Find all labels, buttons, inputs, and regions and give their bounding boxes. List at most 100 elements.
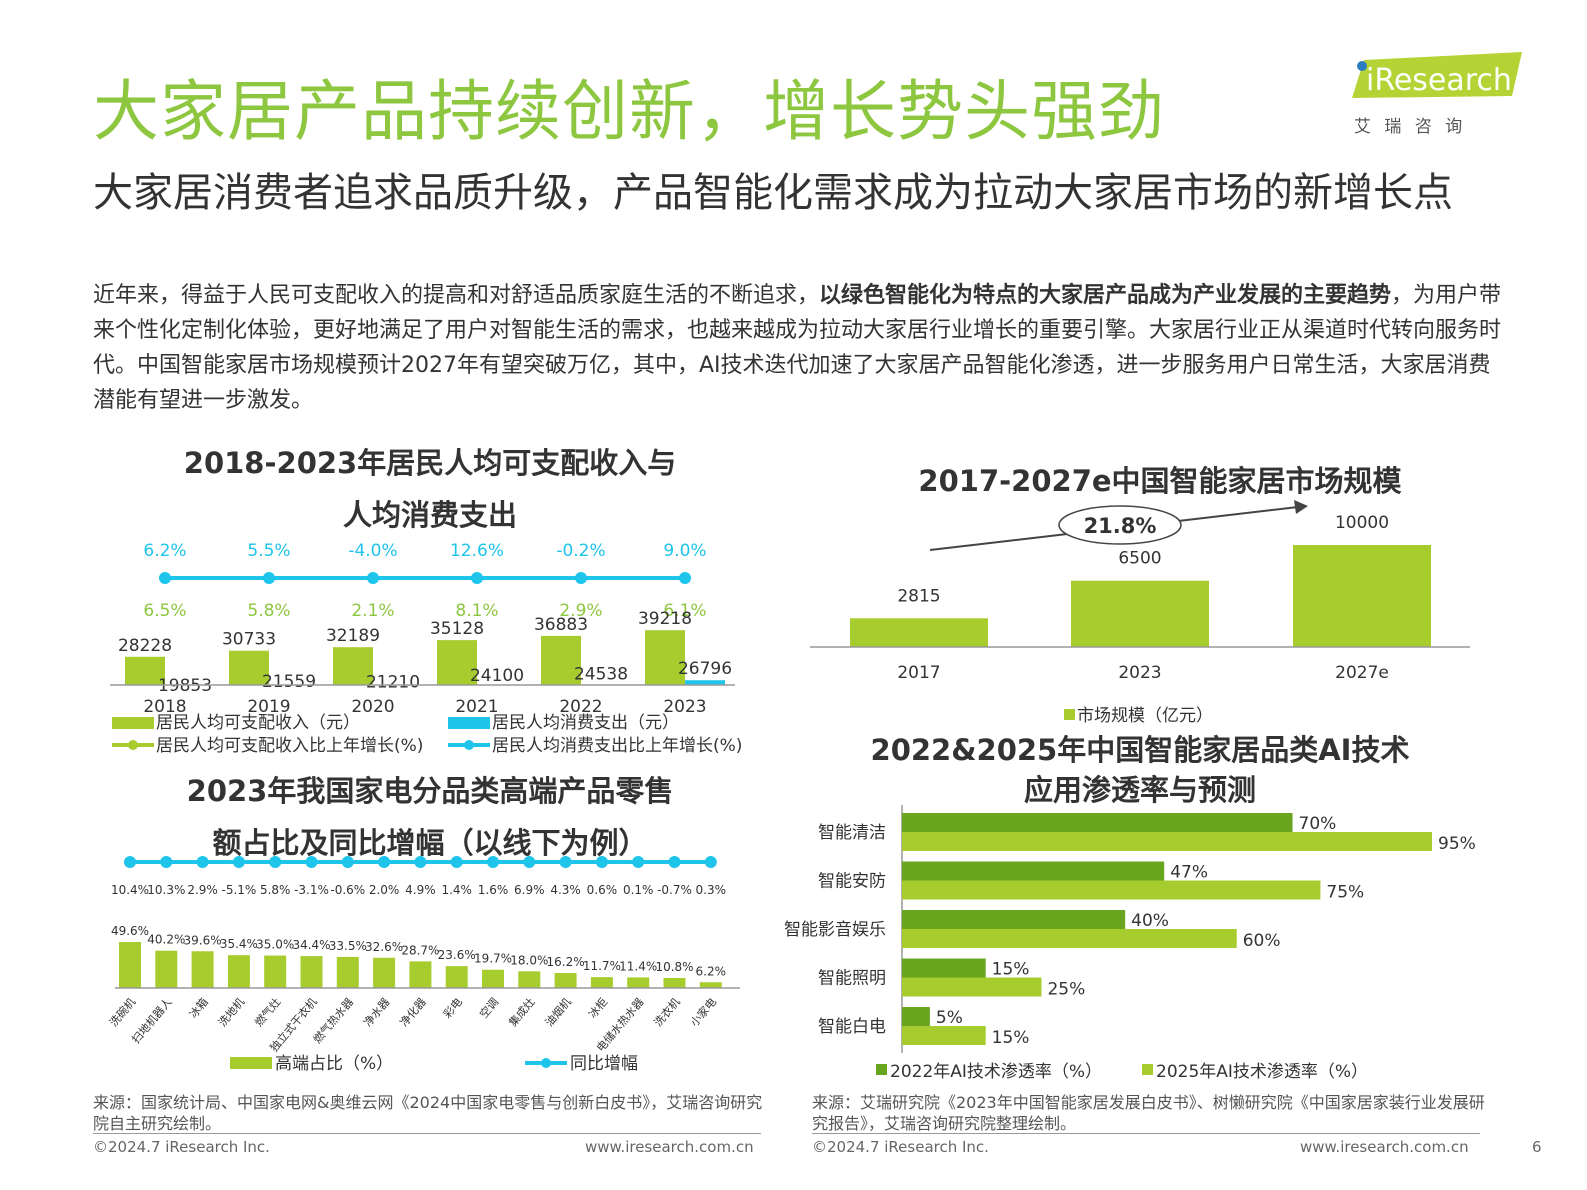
growth-point xyxy=(704,856,717,868)
income-bar xyxy=(125,656,165,685)
ai-2025-bar xyxy=(902,880,1321,900)
growth-point xyxy=(305,856,318,868)
growth-label: 6.9% xyxy=(514,883,545,897)
share-bar xyxy=(119,942,141,988)
growth-label: 5.8% xyxy=(260,883,291,897)
ai-category-tick: 智能影音娱乐 xyxy=(784,920,886,940)
growth-point xyxy=(160,856,173,868)
growth-label: -3.1% xyxy=(294,883,329,897)
market-value-label: 6500 xyxy=(1118,549,1161,569)
legend-2025-label: 2025年AI技术渗透率（%） xyxy=(1156,1062,1368,1082)
ai-2022-bar xyxy=(902,861,1165,881)
income-value-label: 30733 xyxy=(222,630,276,650)
share-label: 40.2% xyxy=(147,933,185,947)
legend-market-swatch xyxy=(1064,709,1075,720)
income-growth-label: 2.1% xyxy=(351,601,394,621)
income-growth-label: 6.1% xyxy=(663,601,706,621)
share-bar xyxy=(191,951,214,988)
ai-2025-bar xyxy=(902,977,1042,997)
income-x-tick: 2018 xyxy=(143,697,186,717)
share-label: 23.6% xyxy=(438,948,476,962)
growth-label: 10.3% xyxy=(147,883,185,897)
income-growth-label: 5.8% xyxy=(247,601,290,621)
income-bar xyxy=(229,650,269,685)
share-bar xyxy=(445,966,468,988)
legend-growth-dot xyxy=(541,1058,551,1068)
ai-2025-label: 15% xyxy=(992,1028,1030,1048)
income-bar xyxy=(437,640,477,685)
category-tick: 洗地机 xyxy=(215,995,247,1029)
income-value-label: 36883 xyxy=(534,615,588,635)
share-label: 35.0% xyxy=(256,938,294,952)
ai-2022-bar xyxy=(902,813,1293,832)
growth-point xyxy=(341,856,354,868)
consumption-value-label: 24538 xyxy=(574,665,628,685)
income-x-tick: 2020 xyxy=(351,697,394,717)
ai-chart-title: 2022&2025年中国智能家居品类AI技术 应用渗透率与预测 xyxy=(835,730,1445,810)
share-bar xyxy=(554,972,577,988)
category-tick: 集成灶 xyxy=(506,995,538,1029)
category-tick: 小家电 xyxy=(687,995,719,1029)
share-label: 18.0% xyxy=(510,953,548,967)
ai-2025-bar xyxy=(902,1026,986,1045)
share-bar xyxy=(518,971,541,988)
copyright-left: ©2024.7 iResearch Inc. xyxy=(93,1138,270,1156)
income-value-label: 39218 xyxy=(638,609,692,629)
share-label: 10.8% xyxy=(655,960,693,974)
ai-2022-label: 47% xyxy=(1170,863,1208,883)
market-bar xyxy=(1071,580,1209,647)
ai-2025-bar xyxy=(902,832,1432,851)
income-bar xyxy=(333,647,373,685)
share-bar xyxy=(300,956,323,988)
legend-income-growth-label: 居民人均可支配收入比上年增长(%) xyxy=(156,736,423,756)
category-tick: 彩电 xyxy=(441,996,465,1021)
ai-2022-label: 70% xyxy=(1299,814,1337,834)
share-bar xyxy=(409,961,432,988)
category-tick: 净水器 xyxy=(360,995,392,1029)
share-bar xyxy=(627,977,650,988)
growth-point xyxy=(414,856,427,868)
growth-point xyxy=(450,856,463,868)
income-value-label: 35128 xyxy=(430,619,484,639)
ai-category-tick: 智能安防 xyxy=(818,872,886,892)
share-bar xyxy=(663,977,686,988)
legend-2022-label: 2022年AI技术渗透率（%） xyxy=(890,1062,1102,1082)
income-value-label: 28228 xyxy=(118,636,172,656)
page-number: 6 xyxy=(1532,1138,1542,1156)
ai-2022-bar xyxy=(902,1007,930,1026)
income-growth-label: 2.9% xyxy=(559,601,602,621)
market-value-label: 10000 xyxy=(1335,513,1389,533)
market-x-tick: 2023 xyxy=(1118,663,1161,683)
cagr-ellipse xyxy=(1058,505,1182,545)
income-x-tick: 2021 xyxy=(455,697,498,717)
appliance-chart-title: 2023年我国家电分品类高端产品零售 额占比及同比增幅（以线下为例） xyxy=(110,765,750,869)
market-bar xyxy=(850,618,988,647)
income-growth-label: 8.1% xyxy=(455,601,498,621)
consumption-value-label: 24100 xyxy=(470,666,524,686)
legend-consumption-growth-dot xyxy=(464,740,474,750)
logo-subtext: 艾 瑞 咨 询 xyxy=(1354,117,1466,137)
category-tick: 燃气灶 xyxy=(252,995,284,1029)
left-source-note: 来源：国家统计局、中国家电网&奥维云网《2024中国家电零售与创新白皮书》，艾瑞… xyxy=(93,1093,763,1133)
share-bar xyxy=(336,956,359,988)
growth-label: -0.7% xyxy=(657,883,692,897)
share-bar xyxy=(590,977,613,988)
legend-share-label: 高端占比（%） xyxy=(275,1054,393,1074)
iresearch-logo: iResearch 艾 瑞 咨 询 xyxy=(1352,52,1527,142)
category-tick: 冰柜 xyxy=(586,996,610,1021)
growth-point xyxy=(232,856,245,868)
ai-2025-bar xyxy=(902,929,1237,948)
income-x-tick: 2019 xyxy=(247,697,290,717)
intro-text-1: 近年来，得益于人民可支配收入的提高和对舒适品质家庭生活的不断追求， xyxy=(93,283,820,308)
legend-market-label: 市场规模（亿元） xyxy=(1077,706,1213,726)
growth-point xyxy=(487,856,499,868)
consumption-growth-point xyxy=(471,572,483,584)
consumption-growth-point xyxy=(263,572,275,584)
share-bar xyxy=(373,957,396,988)
growth-point xyxy=(196,856,209,868)
consumption-value-label: 19853 xyxy=(158,676,212,696)
income-bar xyxy=(541,635,581,685)
share-label: 39.6% xyxy=(184,933,222,947)
category-tick: 洗碗机 xyxy=(106,995,138,1029)
